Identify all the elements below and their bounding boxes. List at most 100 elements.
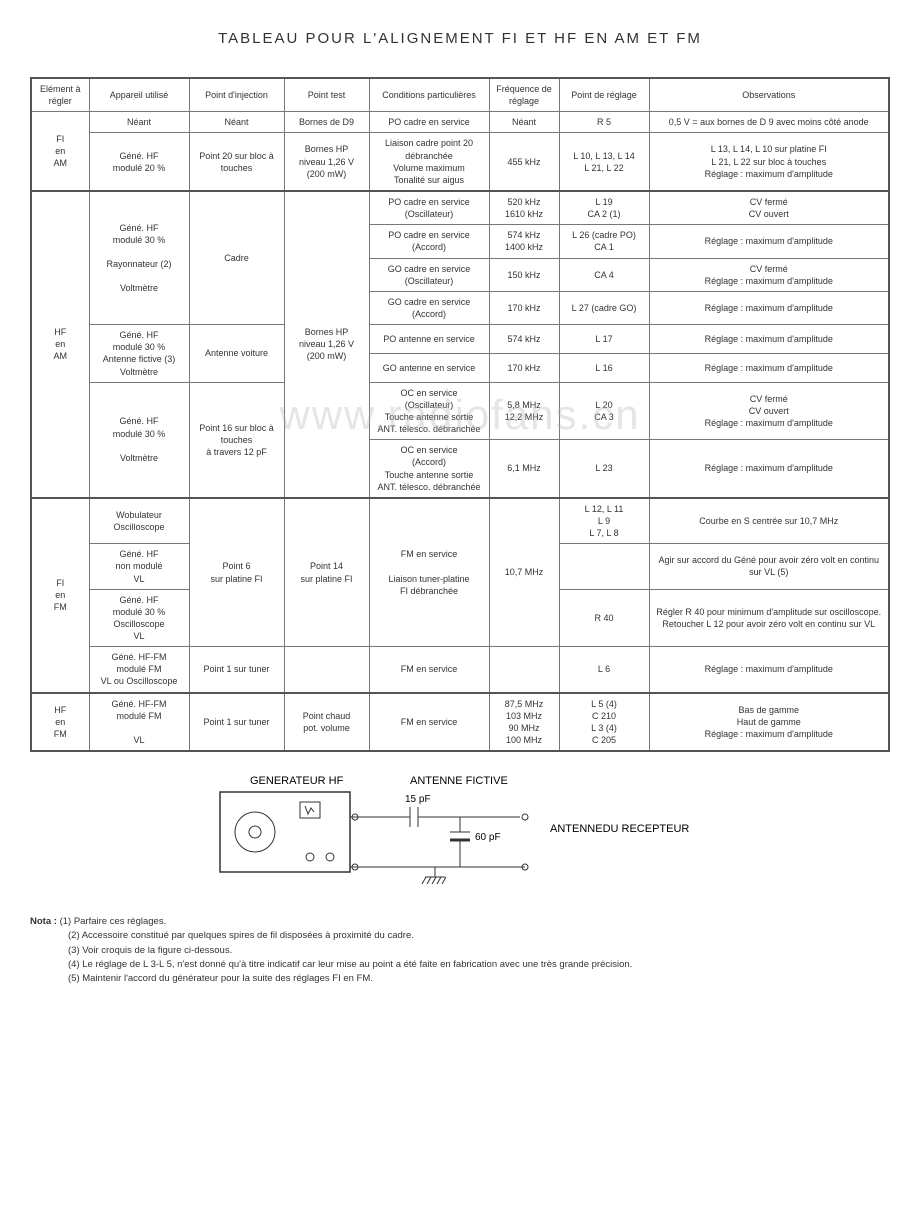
cell: Antenne voiture bbox=[189, 325, 284, 383]
cell: FM en service bbox=[369, 693, 489, 752]
section-hf-fm: HFenFM bbox=[31, 693, 89, 752]
cell: R 5 bbox=[559, 112, 649, 133]
cell: 170 kHz bbox=[489, 353, 559, 382]
cell: Réglage : maximum d'amplitude bbox=[649, 647, 889, 693]
cell: 5,8 MHz12,2 MHz bbox=[489, 382, 559, 440]
cell: Réglage : maximum d'amplitude bbox=[649, 225, 889, 258]
cell: Géné. HFmodulé 30 %Antenne fictive (3)Vo… bbox=[89, 325, 189, 383]
cell: Point 16 sur bloc à touchesà travers 12 … bbox=[189, 382, 284, 498]
cell: Géné. HFmodulé 30 % Voltmètre bbox=[89, 382, 189, 498]
note-1: (1) Parfaire ces réglages. bbox=[60, 916, 167, 927]
cell: Géné. HFnon moduléVL bbox=[89, 544, 189, 589]
th-conditions: Conditions particulières bbox=[369, 78, 489, 112]
note-4: (4) Le réglage de L 3-L 5, n'est donné q… bbox=[68, 958, 632, 972]
ant-fictive-label: ANTENNE FICTIVE bbox=[410, 775, 508, 787]
cell: Agir sur accord du Géné pour avoir zéro … bbox=[649, 544, 889, 589]
cell: L 20CA 3 bbox=[559, 382, 649, 440]
cell: Réglage : maximum d'amplitude bbox=[649, 325, 889, 354]
cell: L 19CA 2 (1) bbox=[559, 191, 649, 225]
cell: L 26 (cadre PO)CA 1 bbox=[559, 225, 649, 258]
cell: GO cadre en service(Accord) bbox=[369, 291, 489, 324]
cell: Point chaudpot. volume bbox=[284, 693, 369, 752]
cell: WobulateurOscilloscope bbox=[89, 498, 189, 544]
cell: Liaison cadre point 20 débranchéeVolume … bbox=[369, 133, 489, 191]
th-element: Elément à régler bbox=[31, 78, 89, 112]
cap1-label: 15 pF bbox=[405, 794, 431, 805]
cell: L 6 bbox=[559, 647, 649, 693]
cell: FM en service bbox=[369, 647, 489, 693]
cell: Cadre bbox=[189, 191, 284, 325]
cell: Point 20 sur bloc à touches bbox=[189, 133, 284, 191]
cell: L 10, L 13, L 14L 21, L 22 bbox=[559, 133, 649, 191]
cell: 574 kHz1400 kHz bbox=[489, 225, 559, 258]
cell: CA 4 bbox=[559, 258, 649, 291]
cell: FM en service Liaison tuner-platineFI dé… bbox=[369, 498, 489, 647]
ant-rx-label: ANTENNEDU RECEPTEUR bbox=[550, 823, 689, 835]
cell: Néant bbox=[89, 112, 189, 133]
th-freq: Fréquence de réglage bbox=[489, 78, 559, 112]
cell: CV ferméCV ouvert bbox=[649, 191, 889, 225]
cell: R 40 bbox=[559, 589, 649, 647]
cell: Bornes HPniveau 1,26 V(200 mW) bbox=[284, 133, 369, 191]
cell: 520 kHz1610 kHz bbox=[489, 191, 559, 225]
cell: Géné. HFmodulé 30 %OscilloscopeVL bbox=[89, 589, 189, 647]
cell: 574 kHz bbox=[489, 325, 559, 354]
cell: Point 1 sur tuner bbox=[189, 693, 284, 752]
cell: L 5 (4)C 210L 3 (4)C 205 bbox=[559, 693, 649, 752]
note-3: (3) Voir croquis de la figure ci-dessous… bbox=[68, 944, 232, 958]
cell: OC en service(Accord)Touche antenne sort… bbox=[369, 440, 489, 498]
section-fi-am: FIenAM bbox=[31, 112, 89, 191]
cell: L 17 bbox=[559, 325, 649, 354]
notes-block: Nota : (1) Parfaire ces réglages. (2) Ac… bbox=[30, 915, 890, 986]
cell: Bas de gammeHaut de gammeRéglage : maxim… bbox=[649, 693, 889, 752]
th-injection: Point d'injection bbox=[189, 78, 284, 112]
th-appareil: Appareil utilisé bbox=[89, 78, 189, 112]
section-hf-am: HFenAM bbox=[31, 191, 89, 498]
gen-label: GENERATEUR HF bbox=[250, 775, 344, 787]
cell: CV ferméCV ouvertRéglage : maximum d'amp… bbox=[649, 382, 889, 440]
cell: Régler R 40 pour minimum d'amplitude sur… bbox=[649, 589, 889, 647]
th-point: Point de réglage bbox=[559, 78, 649, 112]
cell: PO cadre en service(Oscillateur) bbox=[369, 191, 489, 225]
cell: CV ferméRéglage : maximum d'amplitude bbox=[649, 258, 889, 291]
cell: Géné. HF-FMmodulé FM VL bbox=[89, 693, 189, 752]
cell: 6,1 MHz bbox=[489, 440, 559, 498]
cell: GO cadre en service(Oscillateur) bbox=[369, 258, 489, 291]
alignment-table: Elément à régler Appareil utilisé Point … bbox=[30, 77, 890, 752]
cell: Néant bbox=[189, 112, 284, 133]
cell: 0,5 V = aux bornes de D 9 avec moins côt… bbox=[649, 112, 889, 133]
cell: Courbe en S centrée sur 10,7 MHz bbox=[649, 498, 889, 544]
cell: 150 kHz bbox=[489, 258, 559, 291]
note-2: (2) Accessoire constitué par quelques sp… bbox=[68, 929, 414, 943]
cell: Géné. HFmodulé 30 % Rayonnateur (2) Volt… bbox=[89, 191, 189, 325]
cell: L 16 bbox=[559, 353, 649, 382]
nota-label: Nota : bbox=[30, 916, 57, 927]
cell bbox=[489, 647, 559, 693]
cell: Réglage : maximum d'amplitude bbox=[649, 440, 889, 498]
cell: Géné. HF-FMmodulé FMVL ou Oscilloscope bbox=[89, 647, 189, 693]
cell: Point 6sur platine FI bbox=[189, 498, 284, 647]
cell: GO antenne en service bbox=[369, 353, 489, 382]
cell bbox=[284, 647, 369, 693]
cell: Point 1 sur tuner bbox=[189, 647, 284, 693]
cell: 455 kHz bbox=[489, 133, 559, 191]
th-test: Point test bbox=[284, 78, 369, 112]
cell: L 12, L 11L 9L 7, L 8 bbox=[559, 498, 649, 544]
cell: 87,5 MHz103 MHz90 MHz100 MHz bbox=[489, 693, 559, 752]
cell: Point 14sur platine FI bbox=[284, 498, 369, 647]
th-obs: Observations bbox=[649, 78, 889, 112]
schematic-diagram: GENERATEUR HF ANTENNE FICTIVE 15 pF 60 p… bbox=[180, 772, 740, 905]
cell: Bornes de D9 bbox=[284, 112, 369, 133]
cell: 10,7 MHz bbox=[489, 498, 559, 647]
cell: PO cadre en service(Accord) bbox=[369, 225, 489, 258]
cell: L 23 bbox=[559, 440, 649, 498]
cell: PO antenne en service bbox=[369, 325, 489, 354]
note-5: (5) Maintenir l'accord du générateur pou… bbox=[68, 972, 373, 986]
cell: 170 kHz bbox=[489, 291, 559, 324]
cell: L 13, L 14, L 10 sur platine FIL 21, L 2… bbox=[649, 133, 889, 191]
section-fi-fm: FIenFM bbox=[31, 498, 89, 693]
cell: Réglage : maximum d'amplitude bbox=[649, 353, 889, 382]
cell: PO cadre en service bbox=[369, 112, 489, 133]
cell: Géné. HFmodulé 20 % bbox=[89, 133, 189, 191]
cell bbox=[559, 544, 649, 589]
